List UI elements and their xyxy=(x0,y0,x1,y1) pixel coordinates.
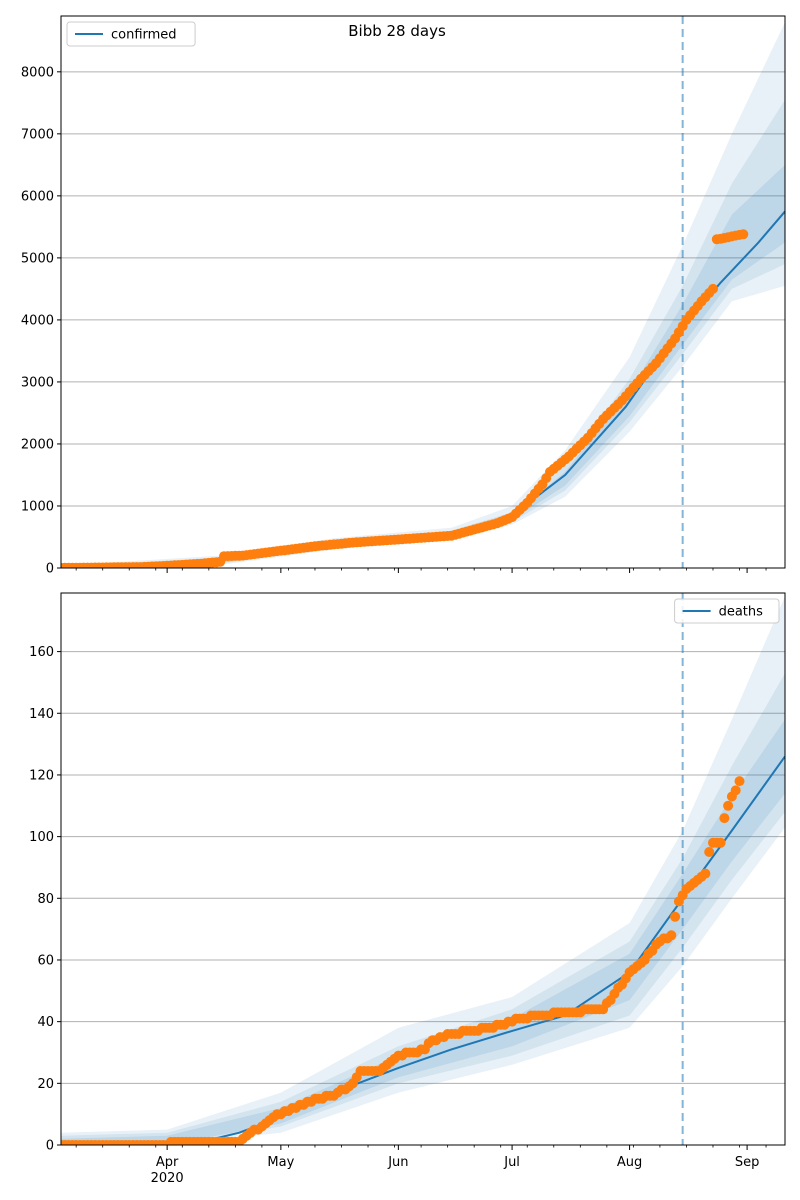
legend: confirmed xyxy=(66,21,196,47)
y-tick-label: 5000 xyxy=(21,251,54,266)
legend: deaths xyxy=(674,598,780,624)
legend-label: confirmed xyxy=(111,28,177,43)
data-point xyxy=(730,785,741,796)
data-point xyxy=(670,911,681,922)
y-tick-label: 100 xyxy=(29,830,54,845)
plot-content xyxy=(61,16,785,568)
legend-box xyxy=(66,21,196,47)
y-tick-label: 20 xyxy=(37,1077,54,1092)
y-tick-label: 4000 xyxy=(21,313,54,328)
y-tick-label: 80 xyxy=(37,892,54,907)
y-tick-label: 160 xyxy=(29,645,54,660)
data-point xyxy=(715,837,726,848)
observed-points xyxy=(61,776,745,1145)
y-tick-label: 120 xyxy=(29,768,54,783)
y-tick-label: 3000 xyxy=(21,375,54,390)
legend-label: deaths xyxy=(719,605,764,620)
y-tick-label: 8000 xyxy=(21,65,54,80)
y-tick-label: 1000 xyxy=(21,499,54,514)
data-point xyxy=(734,776,745,787)
x-tick-label: Jul xyxy=(503,1155,520,1170)
data-point xyxy=(738,229,749,240)
x-tick-label: 2020 xyxy=(151,1171,184,1186)
x-tick-label: Jun xyxy=(387,1155,408,1170)
y-tick-label: 0 xyxy=(46,1139,54,1154)
data-point xyxy=(719,813,730,824)
y-tick-label: 60 xyxy=(37,953,54,968)
axes-frame xyxy=(60,15,786,569)
observed-points xyxy=(61,229,749,568)
band-outer xyxy=(61,22,785,568)
data-point xyxy=(704,847,715,857)
plot-content xyxy=(61,593,785,1145)
plot-area xyxy=(61,593,785,1145)
chart-title: Bibb 28 days xyxy=(348,22,446,40)
data-point xyxy=(708,283,718,294)
x-tick-label: May xyxy=(267,1155,294,1170)
x-tick-label: Apr xyxy=(156,1155,179,1170)
x-tick-label: Aug xyxy=(617,1155,642,1170)
axes-frame xyxy=(60,592,786,1146)
y-tick-label: 40 xyxy=(37,1015,54,1030)
y-tick-label: 140 xyxy=(29,707,54,722)
data-point xyxy=(666,930,677,941)
x-tick-label: Sep xyxy=(735,1155,760,1170)
y-tick-label: 7000 xyxy=(21,127,54,142)
legend-box xyxy=(674,598,780,624)
data-point xyxy=(723,800,734,811)
data-point xyxy=(700,868,711,879)
y-tick-label: 6000 xyxy=(21,189,54,204)
confirmed-panel: Bibb 28 days 0 1000 2000 3000 4000 5000 6000 70… xyxy=(21,15,786,577)
plot-area xyxy=(61,16,785,568)
y-tick-label: 0 xyxy=(46,562,54,577)
y-tick-label: 2000 xyxy=(21,437,54,452)
